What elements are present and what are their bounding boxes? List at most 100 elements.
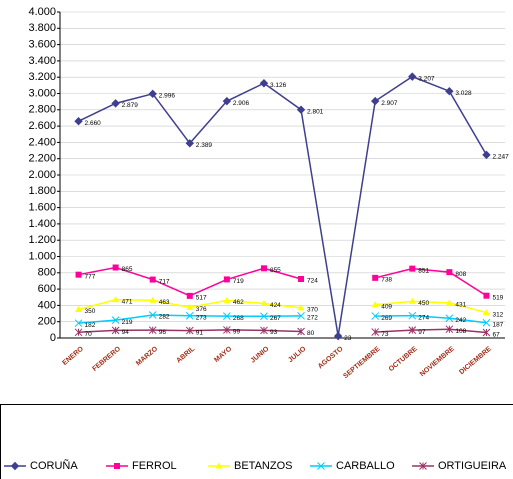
data-label: 269 xyxy=(381,315,392,322)
data-label: 2.906 xyxy=(233,100,250,107)
data-point xyxy=(482,318,491,327)
series-line xyxy=(78,75,488,337)
x-tick-label: ENERO xyxy=(61,345,85,367)
data-point xyxy=(371,301,379,308)
data-label: 97 xyxy=(418,329,426,336)
data-point xyxy=(186,292,193,299)
data-label: 738 xyxy=(381,277,392,284)
data-label: 865 xyxy=(122,266,133,273)
data-point xyxy=(482,328,491,337)
data-point xyxy=(74,328,83,337)
data-point xyxy=(446,269,453,276)
data-label: 99 xyxy=(233,329,241,336)
data-label: 219 xyxy=(122,319,133,326)
legend-marker xyxy=(215,462,223,469)
legend-label: BETANZOS xyxy=(234,460,292,472)
y-tick-label: 1.000 xyxy=(28,250,56,262)
data-label: 67 xyxy=(492,331,500,338)
legend-label: CARBALLO xyxy=(336,460,395,472)
y-tick-label: 1.200 xyxy=(28,234,56,246)
data-label: 273 xyxy=(196,314,207,321)
data-label: 519 xyxy=(492,294,503,301)
y-tick-label: 0 xyxy=(50,332,56,344)
data-label: 274 xyxy=(418,314,429,321)
data-label: 2.879 xyxy=(122,102,139,109)
data-label: 719 xyxy=(233,278,244,285)
data-label: 350 xyxy=(85,308,96,315)
data-label: 471 xyxy=(122,298,133,305)
data-label: 91 xyxy=(196,329,204,336)
data-point xyxy=(185,311,194,320)
data-label: 268 xyxy=(233,315,244,322)
data-label: 450 xyxy=(418,300,429,307)
data-label: 3.028 xyxy=(455,90,472,97)
data-point xyxy=(185,326,194,335)
data-point xyxy=(482,150,491,160)
x-tick-label: NOVIEMBRE xyxy=(419,345,456,378)
x-tick-label: DICIEMBRE xyxy=(458,345,493,376)
y-tick-label: 600 xyxy=(38,283,56,295)
x-tick-label: JUNIO xyxy=(250,345,271,364)
legend-marker xyxy=(419,462,427,470)
data-label: 2.907 xyxy=(381,100,398,107)
data-label: 3.126 xyxy=(270,82,287,89)
data-label: 2.247 xyxy=(492,154,509,161)
data-label: 267 xyxy=(270,315,281,322)
data-label: 94 xyxy=(122,329,130,336)
data-point xyxy=(445,87,454,96)
data-point xyxy=(297,304,305,311)
y-tick-label: 2.800 xyxy=(28,104,56,116)
data-point xyxy=(148,89,157,99)
data-label: 2.801 xyxy=(307,108,324,115)
data-point xyxy=(260,265,267,272)
data-label: 717 xyxy=(159,278,170,285)
x-tick-label: MARZO xyxy=(135,345,160,367)
y-tick-label: 800 xyxy=(38,267,56,279)
data-point xyxy=(483,292,490,299)
data-label: 187 xyxy=(492,321,503,328)
data-label: 108 xyxy=(455,328,466,335)
data-label: 93 xyxy=(270,329,278,336)
data-point xyxy=(74,117,83,126)
data-point xyxy=(185,139,194,148)
x-tick-label: MAYO xyxy=(213,345,234,364)
x-tick-label: JULIO xyxy=(287,345,308,364)
data-label: 282 xyxy=(159,314,170,321)
data-label: 182 xyxy=(85,322,96,329)
data-point xyxy=(259,79,269,88)
x-tick-label: ABRIL xyxy=(175,345,196,365)
data-point xyxy=(223,312,231,321)
data-point xyxy=(371,312,380,320)
data-label: 851 xyxy=(418,267,429,274)
data-point xyxy=(149,276,156,283)
data-point xyxy=(371,328,380,336)
y-tick-label: 2.200 xyxy=(28,153,56,165)
legend-label: FERROL xyxy=(132,460,177,472)
data-point xyxy=(408,72,417,81)
legend-box xyxy=(0,404,513,479)
data-label: 724 xyxy=(307,278,318,285)
data-label: 3.207 xyxy=(418,75,435,82)
y-tick-label: 3.200 xyxy=(28,71,56,83)
y-tick-label: 2.600 xyxy=(28,120,56,132)
data-label: 23 xyxy=(344,335,352,342)
data-label: 2.996 xyxy=(159,93,176,100)
data-point xyxy=(409,265,416,272)
data-label: 517 xyxy=(196,295,207,302)
x-tick-label: OCTUBRE xyxy=(388,345,419,373)
y-tick-label: 3.000 xyxy=(28,87,56,99)
data-point xyxy=(186,303,194,310)
data-label: 80 xyxy=(307,330,315,337)
data-label: 312 xyxy=(492,311,503,318)
legend-label: ORTIGUEIRA xyxy=(438,460,507,472)
y-tick-label: 2.400 xyxy=(28,136,56,148)
y-tick-label: 1.600 xyxy=(28,202,56,214)
data-point xyxy=(297,327,305,336)
data-point xyxy=(408,311,417,320)
data-point xyxy=(149,296,157,303)
data-label: 272 xyxy=(307,315,318,322)
data-point xyxy=(223,276,230,283)
data-point xyxy=(74,319,83,328)
data-point xyxy=(112,296,120,303)
